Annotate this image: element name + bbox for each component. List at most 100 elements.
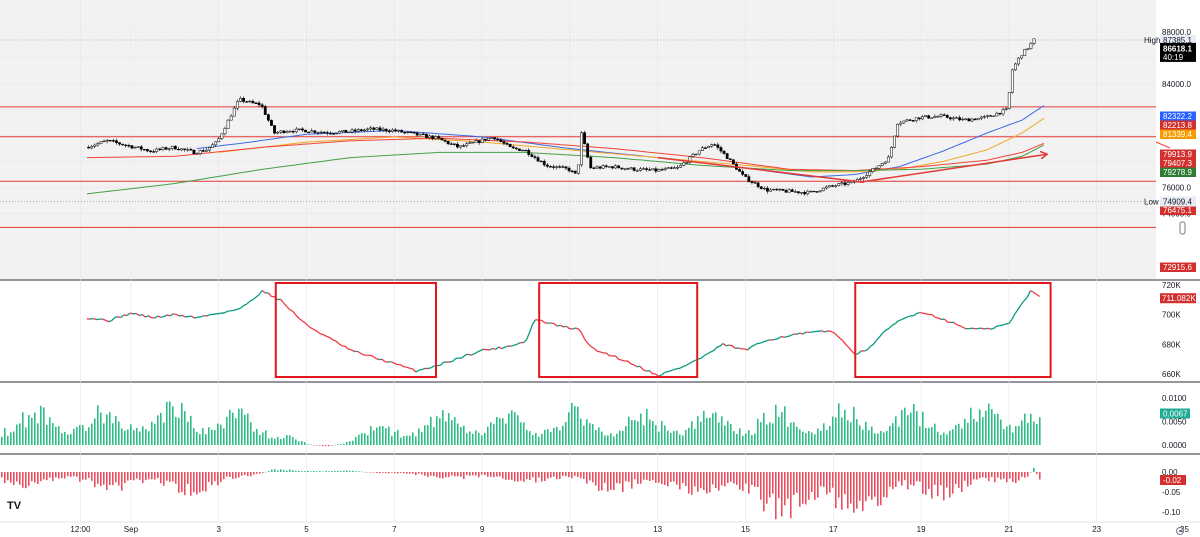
candle[interactable] <box>341 129 345 132</box>
candle[interactable] <box>403 131 407 134</box>
indicator-pane[interactable] <box>0 281 1156 381</box>
candle[interactable] <box>186 149 190 151</box>
candle[interactable] <box>412 132 416 134</box>
candle[interactable] <box>111 140 115 142</box>
candle[interactable] <box>332 133 335 135</box>
candle[interactable] <box>220 133 224 139</box>
candle[interactable] <box>713 144 717 146</box>
candle[interactable] <box>865 175 869 178</box>
candle[interactable] <box>769 189 772 192</box>
candle[interactable] <box>766 187 769 192</box>
candle[interactable] <box>170 145 174 149</box>
candle[interactable] <box>939 114 943 117</box>
candle[interactable] <box>952 117 955 120</box>
candle[interactable] <box>384 128 388 132</box>
candle[interactable] <box>338 131 342 134</box>
candle[interactable] <box>626 168 630 170</box>
candle[interactable] <box>189 149 193 151</box>
candle[interactable] <box>728 158 732 160</box>
candle[interactable] <box>152 151 156 153</box>
candle[interactable] <box>425 134 428 138</box>
candle[interactable] <box>239 97 242 102</box>
candle[interactable] <box>570 170 574 172</box>
candle[interactable] <box>744 174 748 177</box>
candle[interactable] <box>561 166 565 168</box>
candle[interactable] <box>704 147 707 149</box>
candle[interactable] <box>899 122 903 125</box>
candle[interactable] <box>418 133 422 136</box>
candle[interactable] <box>859 178 862 180</box>
candle[interactable] <box>716 144 720 148</box>
price-pane[interactable] <box>0 0 1156 279</box>
candle[interactable] <box>961 118 965 121</box>
candle[interactable] <box>549 166 552 168</box>
candle[interactable] <box>970 118 974 122</box>
candle[interactable] <box>149 150 152 153</box>
candle[interactable] <box>381 128 385 131</box>
candle[interactable] <box>812 190 816 193</box>
candle[interactable] <box>914 117 918 121</box>
candle[interactable] <box>121 143 125 146</box>
candle[interactable] <box>542 160 546 166</box>
candle[interactable] <box>1029 43 1033 49</box>
candle[interactable] <box>511 146 515 149</box>
candle[interactable] <box>421 133 425 135</box>
candle[interactable] <box>979 116 983 119</box>
candle[interactable] <box>130 145 134 149</box>
candle[interactable] <box>452 143 456 145</box>
candle[interactable] <box>725 153 729 159</box>
candle[interactable] <box>905 119 909 122</box>
candle[interactable] <box>614 165 617 169</box>
candle[interactable] <box>986 115 989 117</box>
candle[interactable] <box>471 142 475 144</box>
candle[interactable] <box>623 168 627 170</box>
candle[interactable] <box>313 130 317 133</box>
candle[interactable] <box>871 168 875 172</box>
candle[interactable] <box>279 130 283 133</box>
candle[interactable] <box>573 170 577 174</box>
candle[interactable] <box>307 131 311 134</box>
candle[interactable] <box>601 165 605 169</box>
candle[interactable] <box>843 182 847 185</box>
candle[interactable] <box>390 129 394 132</box>
candle[interactable] <box>921 116 924 120</box>
candle[interactable] <box>883 161 887 164</box>
candle[interactable] <box>1032 38 1036 44</box>
candle[interactable] <box>363 129 366 132</box>
candle[interactable] <box>775 188 779 191</box>
candle[interactable] <box>753 182 757 184</box>
candle[interactable] <box>651 168 655 171</box>
candle[interactable] <box>989 115 993 117</box>
candle[interactable] <box>710 144 714 147</box>
candle[interactable] <box>828 185 831 188</box>
candle[interactable] <box>741 171 745 175</box>
candle[interactable] <box>809 190 813 193</box>
candle[interactable] <box>502 141 506 144</box>
candle[interactable] <box>180 148 183 151</box>
candle[interactable] <box>738 169 741 172</box>
candle[interactable] <box>198 150 202 154</box>
candle[interactable] <box>164 147 168 150</box>
candle[interactable] <box>142 149 146 151</box>
candle[interactable] <box>316 132 320 134</box>
candle[interactable] <box>691 153 695 157</box>
candle[interactable] <box>1010 69 1014 93</box>
candle[interactable] <box>446 141 450 145</box>
candle[interactable] <box>880 163 884 166</box>
candle[interactable] <box>1004 108 1008 110</box>
candle[interactable] <box>818 190 822 193</box>
candle[interactable] <box>214 141 218 146</box>
candle[interactable] <box>983 116 986 118</box>
candle[interactable] <box>366 128 369 131</box>
candle[interactable] <box>449 143 453 145</box>
candle[interactable] <box>291 131 295 133</box>
candle[interactable] <box>465 143 469 147</box>
candle[interactable] <box>394 129 397 132</box>
candle[interactable] <box>201 150 205 152</box>
candle[interactable] <box>158 148 162 151</box>
candle[interactable] <box>192 149 196 155</box>
candle[interactable] <box>666 167 670 169</box>
moving-average-blue[interactable] <box>196 105 1045 178</box>
candle[interactable] <box>499 139 503 142</box>
